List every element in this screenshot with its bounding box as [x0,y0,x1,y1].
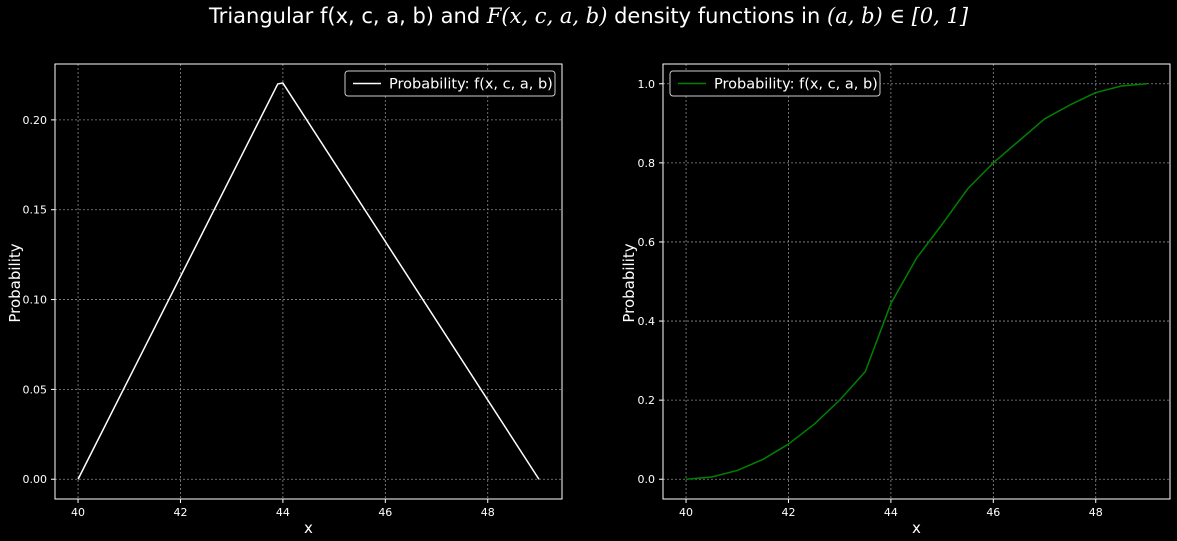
panel2-ytick-label: 1.0 [638,78,656,91]
panel2-ytick-label: 0.6 [638,236,656,249]
title-middle: density functions in [607,4,827,28]
panel2-xtick-label: 40 [679,506,693,519]
panel2-xtick-label: 42 [781,506,795,519]
panel1-ytick-label: 0.10 [23,294,48,307]
panel1-xlabel: x [304,519,313,537]
panel1-xtick-label: 40 [71,506,85,519]
panel1-ytick-label: 0.00 [23,473,48,486]
title-prefix: Triangular f(x, c, a, b) and [208,4,487,28]
panel1-legend-label: Probability: f(x, c, a, b) [389,77,553,93]
panel1-ytick-label: 0.20 [23,114,48,127]
panel1-xtick-label: 44 [276,506,290,519]
panel1-ytick-label: 0.15 [23,204,48,217]
panel2-xtick-label: 44 [884,506,898,519]
panel1-legend-box [344,70,556,97]
panel1-xtick-label: 48 [481,506,495,519]
panel2-series-line [685,83,1148,480]
panel2-ytick-label: 0.2 [638,394,656,407]
panel2-xtick-label: 46 [986,506,1000,519]
panel1-xtick-label: 46 [378,506,392,519]
panel1-ytick-label: 0.05 [23,383,48,396]
title-math-range: (a, b) ∈ [0, 1] [827,4,969,28]
panel2-ylabel: Probability [620,243,638,322]
panel2-xlabel: x [912,519,921,537]
panel1-ylabel: Probability [6,243,24,322]
panel2-legend-label: Probability: f(x, c, a, b) [714,77,878,93]
panel1-axes-frame [54,63,563,500]
panel1-xtick-label: 42 [173,506,187,519]
panel1-series-line [77,82,540,480]
figure-title: Triangular f(x, c, a, b) and F(x, c, a, … [0,4,1177,28]
panel2-ytick-label: 0.0 [638,473,656,486]
panel2-xtick-label: 48 [1089,506,1103,519]
panel2-ytick-label: 0.8 [638,157,656,170]
panel2-ytick-label: 0.4 [638,315,656,328]
title-math-F: F(x, c, a, b) [486,4,608,28]
panel2-axes-frame [662,63,1171,500]
panel2-legend-box [669,70,881,97]
